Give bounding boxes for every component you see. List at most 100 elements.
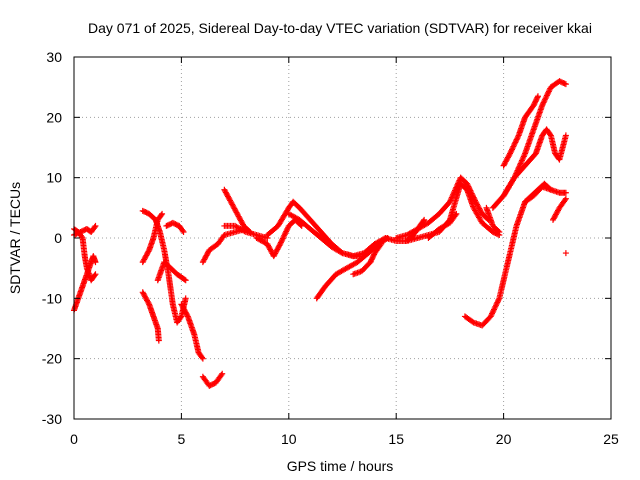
data-point	[540, 99, 547, 106]
data-point	[496, 228, 503, 235]
data-marks	[71, 78, 569, 389]
series-arc-7	[154, 259, 189, 284]
x-tick-label: 0	[70, 431, 78, 447]
data-point	[494, 298, 501, 305]
data-point	[508, 147, 515, 154]
data-point	[512, 138, 519, 145]
data-point	[469, 318, 476, 325]
data-point	[281, 232, 288, 239]
data-point	[511, 140, 518, 147]
data-point	[561, 80, 568, 87]
data-point	[377, 242, 384, 249]
data-point	[278, 238, 285, 245]
series-arc-8	[163, 219, 187, 235]
x-tick-label: 25	[603, 431, 619, 447]
data-point	[495, 227, 502, 234]
data-point	[92, 222, 99, 229]
data-point	[539, 102, 546, 109]
data-point	[466, 186, 473, 193]
data-point	[276, 242, 283, 249]
data-point	[145, 300, 152, 307]
series-arc-29	[550, 195, 569, 223]
data-point	[541, 96, 548, 103]
data-point	[562, 81, 569, 88]
series-arc-24	[483, 204, 503, 235]
y-tick-label: 30	[46, 49, 62, 65]
data-point	[546, 185, 553, 192]
series-arc-9	[178, 301, 206, 362]
data-point	[545, 88, 552, 95]
data-point	[465, 183, 472, 190]
data-point	[562, 250, 569, 257]
data-point	[92, 271, 99, 278]
series-arc-25	[489, 78, 569, 211]
data-point	[281, 231, 288, 238]
data-point	[179, 227, 186, 234]
data-point	[509, 146, 516, 153]
data-point	[279, 235, 286, 242]
data-point	[492, 303, 499, 310]
data-point	[493, 300, 500, 307]
series-arc-22	[425, 210, 460, 241]
data-point	[471, 196, 478, 203]
data-point	[420, 218, 427, 225]
y-tick-label: 0	[54, 230, 62, 246]
data-point	[543, 93, 550, 100]
data-point	[91, 224, 98, 231]
data-point	[218, 372, 225, 379]
data-point	[546, 131, 553, 138]
data-point	[199, 354, 206, 361]
data-point	[452, 212, 459, 219]
data-point	[491, 306, 498, 313]
data-point	[283, 228, 290, 235]
x-tick-label: 5	[178, 431, 186, 447]
data-point	[545, 89, 552, 96]
data-point	[467, 187, 474, 194]
data-point	[78, 233, 85, 240]
data-point	[219, 370, 226, 377]
data-point	[378, 241, 385, 248]
data-point	[283, 227, 290, 234]
data-point	[470, 194, 477, 201]
data-point	[514, 135, 521, 142]
data-point	[541, 98, 548, 105]
data-point	[277, 239, 284, 246]
data-point	[464, 180, 471, 187]
data-point	[468, 190, 475, 197]
data-point	[562, 195, 569, 202]
y-axis-label: SDTVAR / TECUs	[7, 182, 23, 294]
data-point	[453, 210, 460, 217]
data-point	[546, 86, 553, 93]
series-arc-21	[403, 216, 428, 245]
data-point	[544, 91, 551, 98]
data-point	[180, 228, 187, 235]
data-point	[562, 132, 569, 139]
data-point	[279, 236, 286, 243]
data-point	[421, 216, 428, 223]
chart-title: Day 071 of 2025, Sidereal Day-to-day VTE…	[88, 20, 592, 36]
data-point	[489, 309, 496, 316]
data-point	[159, 210, 166, 217]
data-point	[487, 313, 494, 320]
data-point	[91, 272, 98, 279]
data-point	[562, 189, 569, 196]
data-point	[241, 228, 248, 235]
data-point	[470, 193, 477, 200]
y-tick-label: -30	[42, 411, 62, 427]
data-point	[507, 150, 514, 157]
data-point	[492, 302, 499, 309]
data-point	[513, 136, 520, 143]
data-point	[511, 142, 518, 149]
data-point	[277, 241, 284, 248]
series-arc-18	[350, 241, 385, 278]
data-point	[491, 305, 498, 312]
data-point	[92, 259, 99, 266]
x-tick-label: 20	[496, 431, 512, 447]
data-point	[534, 93, 541, 100]
data-point	[510, 143, 517, 150]
series-arc-26	[500, 93, 541, 169]
data-point	[464, 182, 471, 189]
x-tick-label: 15	[388, 431, 404, 447]
